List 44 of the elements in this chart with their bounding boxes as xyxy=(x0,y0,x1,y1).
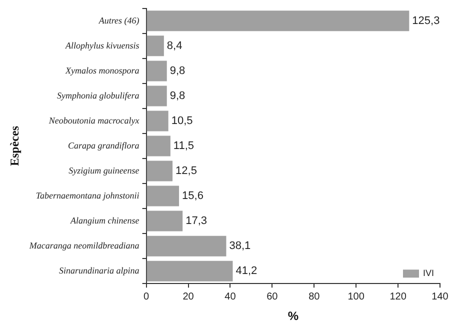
y-tick-label: Neoboutonia macrocalyx xyxy=(48,115,140,126)
bar xyxy=(146,186,180,206)
bar xyxy=(146,110,168,132)
bar xyxy=(146,136,170,156)
x-tick-label: 140 xyxy=(432,291,449,302)
y-axis-title: Espèces xyxy=(7,126,22,166)
x-tick-label: 80 xyxy=(308,291,320,302)
y-tick-label: Xymalos monospora xyxy=(64,65,140,76)
data-label: 8,4 xyxy=(166,40,182,52)
data-label: 38,1 xyxy=(229,240,251,252)
y-tick-label: Carapa grandiflora xyxy=(68,140,140,150)
data-label: 41,2 xyxy=(236,265,258,278)
y-tick-label: Syzigium guineense xyxy=(68,165,140,176)
legend-label: IVI xyxy=(422,268,434,278)
bar xyxy=(146,210,183,232)
x-tick-label: 0 xyxy=(144,291,150,302)
bar xyxy=(146,10,410,32)
data-label: 9,8 xyxy=(170,64,186,77)
y-tick-label: Tabernaemontana johnstonii xyxy=(36,190,140,200)
x-axis-title: % xyxy=(288,309,299,324)
bar xyxy=(146,36,164,56)
bar xyxy=(146,86,167,106)
data-label: 125,3 xyxy=(412,14,440,27)
data-label: 17,3 xyxy=(186,215,208,228)
y-tick-label: Macaranga neomildbreadiana xyxy=(28,240,140,250)
data-label: 12,5 xyxy=(176,165,197,178)
x-tick-label: 120 xyxy=(390,291,407,302)
y-tick-label: Sinarundinaria alpina xyxy=(59,265,140,276)
data-label: 10,5 xyxy=(171,115,193,128)
data-label: 15,6 xyxy=(182,190,204,202)
x-tick-label: 60 xyxy=(266,291,278,302)
bar xyxy=(146,260,233,282)
y-tick-label: Allophylus kivuensis xyxy=(64,40,140,50)
y-tick-label: Autres (46) xyxy=(98,15,140,26)
y-tick-label: Symphonia globulifera xyxy=(57,90,140,100)
x-tick-label: 20 xyxy=(182,291,194,302)
bar xyxy=(146,60,167,82)
x-tick-label: 100 xyxy=(348,291,365,302)
bar xyxy=(146,160,173,182)
x-tick-label: 40 xyxy=(224,291,236,302)
data-label: 11,5 xyxy=(173,140,194,152)
y-tick-label: Alangium chinense xyxy=(70,215,140,226)
bar xyxy=(146,236,226,256)
data-label: 9,8 xyxy=(170,90,186,102)
